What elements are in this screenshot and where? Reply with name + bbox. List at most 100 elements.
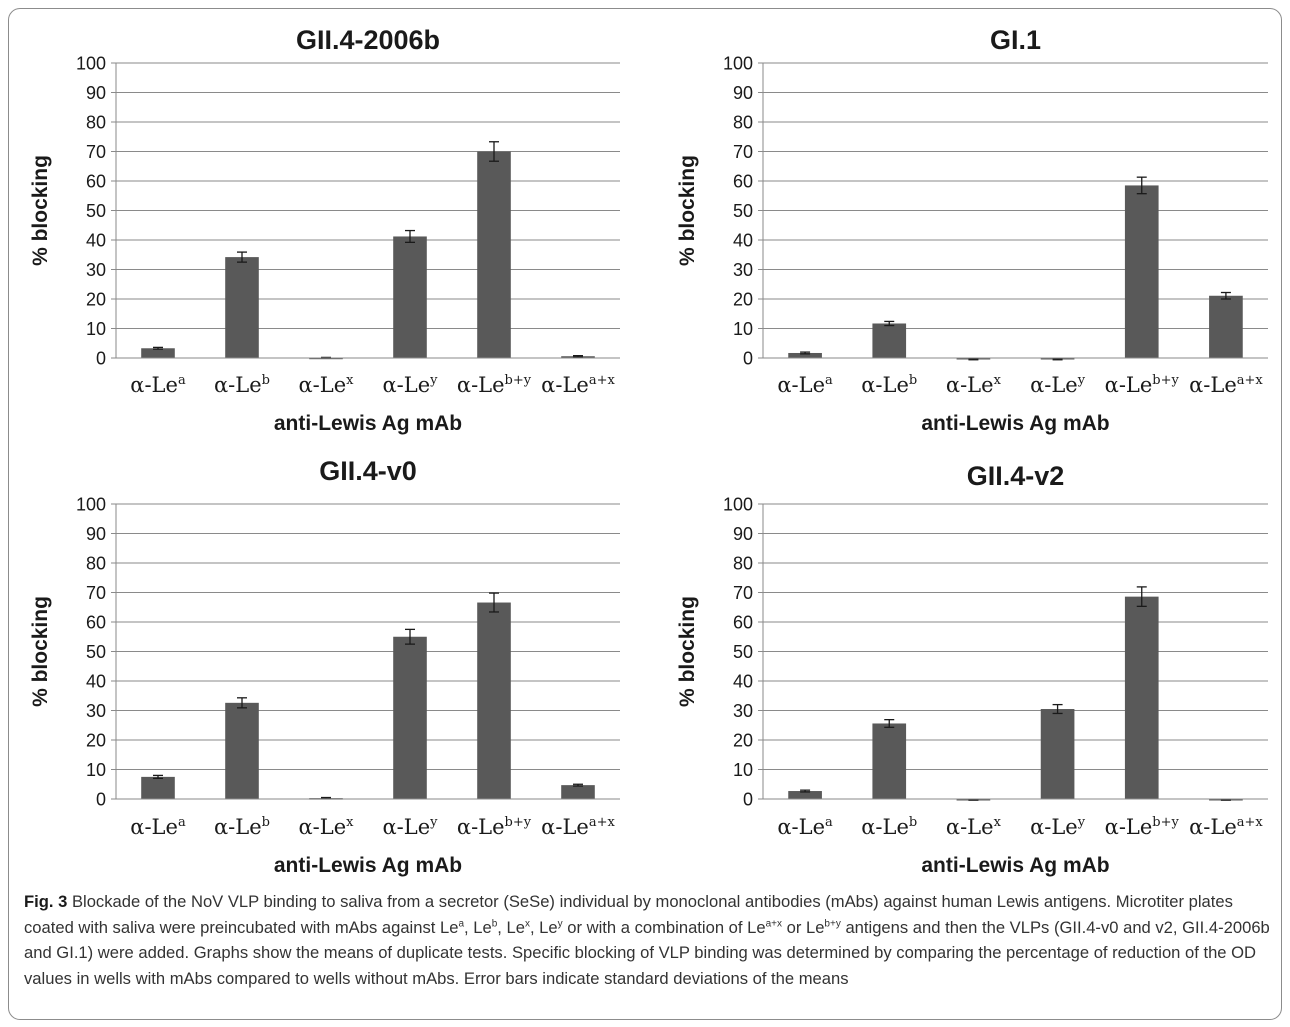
y-tick-label: 30 <box>733 701 753 721</box>
y-tick-label: 70 <box>86 583 106 603</box>
y-tick-label: 10 <box>86 319 106 339</box>
x-tick-label-base: α-Le <box>1105 373 1153 397</box>
x-tick-label: α-Leb+y <box>457 815 532 839</box>
x-tick-label: α-Lex <box>946 373 1002 397</box>
chart-2: GII.4-v0 0 10 20 30 40 50 60 70 80 90 100 % blocking… <box>29 456 620 877</box>
bar <box>788 791 822 799</box>
x-tick-label-base: α-Le <box>541 373 589 397</box>
y-tick-label: 50 <box>86 201 106 221</box>
y-tick-label: 0 <box>96 790 106 810</box>
x-tick-label-superscript: x <box>994 373 1002 388</box>
y-tick-label: 60 <box>733 613 753 633</box>
x-tick-label: α-Lea+x <box>541 815 615 839</box>
bar <box>393 636 427 799</box>
y-tick-label: 30 <box>86 701 106 721</box>
y-tick-label: 0 <box>743 790 753 810</box>
x-tick-label-base: α-Le <box>946 815 994 839</box>
chart-3: GII.4-v2 0 10 20 30 40 50 60 70 80 90 100 % blocking… <box>676 461 1268 877</box>
x-tick-label: α-Ley <box>1030 815 1086 839</box>
x-tick-label-superscript: b <box>909 373 917 388</box>
figure-caption: Fig. 3 Blockade of the NoV VLP binding t… <box>24 889 1272 991</box>
caption-text-run: or Le <box>781 917 825 937</box>
x-tick-label-base: α-Le <box>214 815 262 839</box>
x-tick-label: α-Lea <box>130 373 186 397</box>
chart-title: GII.4-v2 <box>967 461 1065 491</box>
y-tick-label: 60 <box>86 172 106 192</box>
x-tick-label-base: α-Le <box>946 373 994 397</box>
y-tick-label: 50 <box>86 642 106 662</box>
bar <box>393 236 427 358</box>
x-tick-label-base: α-Le <box>457 815 505 839</box>
caption-text-run: antigens and then the VLPs (GII.4-v0 and… <box>24 917 1270 988</box>
x-tick-label-superscript: a <box>178 373 186 388</box>
y-tick-label: 0 <box>743 349 753 369</box>
x-tick-label-base: α-Le <box>299 373 347 397</box>
x-tick-label-base: α-Le <box>1189 815 1237 839</box>
caption-text: Blockade of the NoV VLP binding to saliv… <box>24 892 1270 988</box>
x-tick-label-superscript: a+x <box>589 815 616 830</box>
y-tick-label: 90 <box>86 524 106 544</box>
x-tick-label: α-Leb <box>861 373 917 397</box>
bar <box>1124 596 1159 799</box>
x-tick-label: α-Leb+y <box>1105 815 1180 839</box>
x-tick-label-superscript: b <box>262 815 270 830</box>
x-tick-label-superscript: b+y <box>505 373 532 388</box>
y-tick-label: 60 <box>733 172 753 192</box>
y-tick-label: 40 <box>733 672 753 692</box>
y-tick-label: 90 <box>733 524 753 544</box>
x-tick-label-superscript: a <box>178 815 186 830</box>
x-axis-label: anti-Lewis Ag mAb <box>921 412 1109 435</box>
bar <box>477 602 511 799</box>
y-tick-label: 100 <box>76 54 106 74</box>
y-tick-label: 0 <box>96 349 106 369</box>
x-tick-label-base: α-Le <box>541 815 589 839</box>
y-tick-label: 80 <box>86 113 106 133</box>
chart-title: GII.4-v0 <box>319 456 417 486</box>
y-tick-label: 10 <box>86 760 106 780</box>
bar <box>872 723 907 799</box>
y-axis-label: % blocking <box>676 155 699 266</box>
y-tick-label: 90 <box>733 83 753 103</box>
caption-text-run: or with a combination of Le <box>562 917 766 937</box>
x-tick-label-base: α-Le <box>382 373 430 397</box>
bar <box>561 785 595 799</box>
x-tick-label-superscript: y <box>429 815 438 830</box>
x-tick-label: α-Lea <box>130 815 186 839</box>
x-tick-label-superscript: y <box>1077 373 1086 388</box>
x-tick-label-superscript: y <box>429 373 438 388</box>
x-tick-label-superscript: a <box>825 815 833 830</box>
caption-superscript: b <box>491 917 498 929</box>
x-tick-label-superscript: x <box>346 815 354 830</box>
bar <box>141 348 175 358</box>
y-tick-label: 70 <box>86 142 106 162</box>
x-tick-label: α-Leb <box>214 815 270 839</box>
x-tick-label: α-Lea <box>777 373 833 397</box>
y-axis-label: % blocking <box>676 596 699 707</box>
y-tick-label: 100 <box>723 54 753 74</box>
y-tick-label: 20 <box>733 731 753 751</box>
x-tick-label-base: α-Le <box>382 815 430 839</box>
bar <box>1209 295 1243 358</box>
y-tick-label: 40 <box>86 672 106 692</box>
x-tick-label-base: α-Le <box>861 373 909 397</box>
x-tick-label: α-Lea <box>777 815 833 839</box>
x-tick-label: α-Lea+x <box>541 373 615 397</box>
x-tick-label-superscript: b+y <box>1152 373 1179 388</box>
y-axis-label: % blocking <box>29 155 52 266</box>
y-tick-label: 70 <box>733 583 753 603</box>
bar <box>1040 709 1075 799</box>
y-tick-label: 20 <box>86 290 106 310</box>
x-tick-label-base: α-Le <box>1105 815 1153 839</box>
caption-superscript: b+y <box>824 917 841 929</box>
x-tick-label-base: α-Le <box>1030 815 1078 839</box>
x-axis-label: anti-Lewis Ag mAb <box>274 412 462 435</box>
bar <box>141 776 175 799</box>
bar <box>788 352 822 358</box>
y-tick-label: 20 <box>733 290 753 310</box>
y-tick-label: 20 <box>86 731 106 751</box>
x-tick-label-base: α-Le <box>777 373 825 397</box>
bar <box>225 257 259 358</box>
x-tick-label-base: α-Le <box>214 373 262 397</box>
y-tick-label: 10 <box>733 760 753 780</box>
